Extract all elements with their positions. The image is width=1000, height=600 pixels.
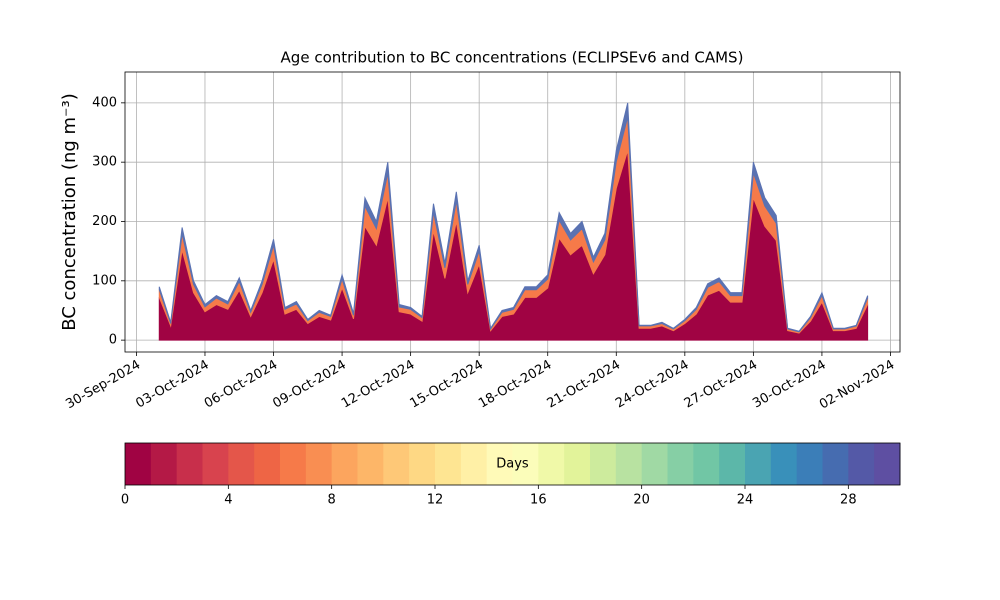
- colorbar-tick-label: 12: [427, 493, 444, 508]
- y-tick-label: 400: [92, 95, 117, 110]
- colorbar-cell: [745, 443, 772, 485]
- x-tick-label: 06-Oct-2024: [202, 358, 280, 412]
- x-tick-label: 02-Nov-2024: [817, 358, 897, 413]
- colorbar-label: Days: [496, 457, 529, 472]
- colorbar-cell: [460, 443, 488, 485]
- colorbar-tick-label: 24: [737, 493, 754, 508]
- colorbar-cell: [564, 443, 591, 485]
- x-tick-label: 30-Oct-2024: [750, 358, 828, 412]
- y-tick-label: 100: [92, 273, 117, 288]
- colorbar-tick-label: 8: [328, 493, 336, 508]
- colorbar-cell: [228, 443, 255, 485]
- plot-frame: [124, 71, 901, 353]
- colorbar-cell: [512, 443, 539, 485]
- colorbar-cell: [357, 443, 384, 485]
- colorbar-cell: [770, 443, 798, 485]
- colorbar-cell: [641, 443, 668, 485]
- colorbar-cell: [822, 443, 849, 485]
- colorbar-cell: [409, 443, 436, 485]
- x-tick-label: 09-Oct-2024: [270, 358, 348, 412]
- colorbar-cell: [435, 443, 462, 485]
- x-tick-label: 15-Oct-2024: [408, 358, 486, 412]
- colorbar-cell: [176, 443, 203, 485]
- colorbar-frame: [124, 442, 901, 486]
- x-tick-label: 03-Oct-2024: [133, 358, 211, 412]
- colorbar-cell: [280, 443, 307, 485]
- colorbar-cell: [615, 443, 643, 485]
- colorbar-cell: [305, 443, 333, 485]
- colorbar-tick-label: 16: [530, 493, 547, 508]
- colorbar-cell: [693, 443, 720, 485]
- y-tick-label: 300: [92, 155, 117, 170]
- colorbar-cell: [383, 443, 410, 485]
- colorbar-cell: [667, 443, 694, 485]
- chart-title: Age contribution to BC concentrations (E…: [281, 49, 744, 67]
- colorbar-cell: [796, 443, 823, 485]
- colorbar-tick-label: 4: [224, 493, 232, 508]
- colorbar-cell: [150, 443, 178, 485]
- colorbar-tick-label: 28: [840, 493, 857, 508]
- colorbar-cell: [848, 443, 875, 485]
- x-tick-label: 30-Sep-2024: [63, 358, 143, 413]
- x-tick-label: 27-Oct-2024: [682, 358, 760, 412]
- colorbar-cell: [254, 443, 281, 485]
- colorbar-cell: [486, 443, 513, 485]
- colorbar-cell: [590, 443, 617, 485]
- colorbar-tick-label: 0: [121, 493, 129, 508]
- colorbar-cell: [125, 443, 152, 485]
- colorbar-cell: [719, 443, 746, 485]
- x-tick-label: 12-Oct-2024: [339, 358, 417, 412]
- colorbar-tick-label: 20: [633, 493, 650, 508]
- colorbar-cell: [202, 443, 229, 485]
- colorbar-cell: [538, 443, 565, 485]
- y-axis-label: BC concentration (ng m⁻³): [59, 93, 80, 331]
- x-tick-label: 24-Oct-2024: [613, 358, 691, 412]
- area: [158, 102, 869, 333]
- colorbar-cell: [874, 443, 901, 485]
- y-tick-label: 200: [92, 214, 117, 229]
- x-tick-label: 18-Oct-2024: [476, 358, 554, 412]
- x-tick-label: 21-Oct-2024: [545, 358, 623, 412]
- colorbar-cell: [331, 443, 358, 485]
- y-tick-label: 0: [109, 333, 117, 348]
